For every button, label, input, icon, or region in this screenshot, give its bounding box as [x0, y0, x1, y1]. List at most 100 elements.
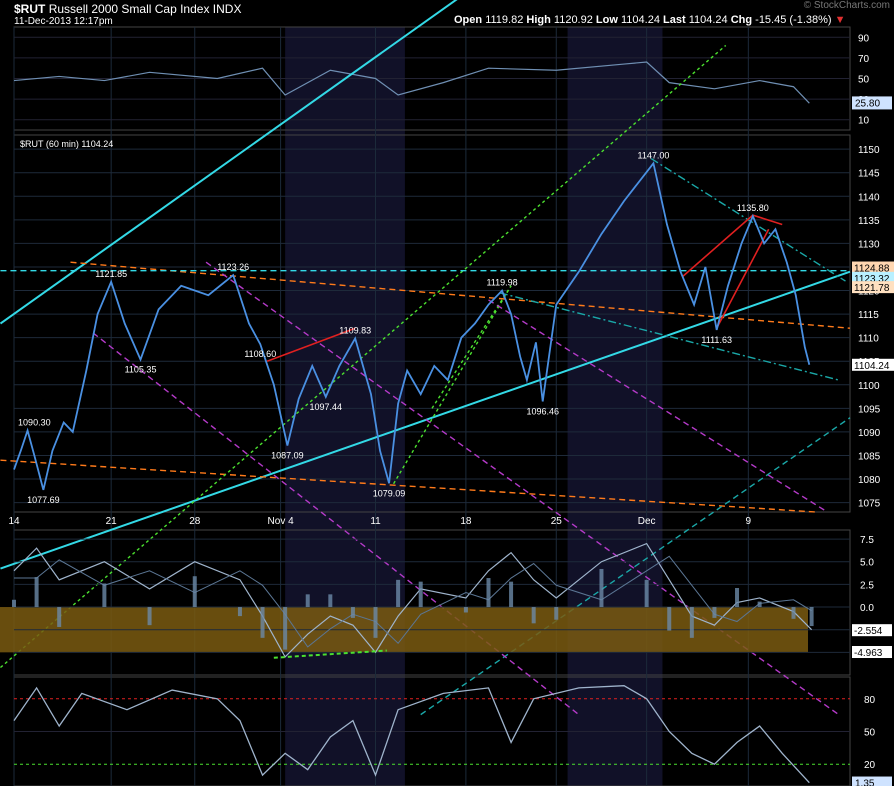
- price-y-tick-label: 1080: [858, 475, 881, 486]
- shaded-region-nov: [285, 27, 405, 786]
- price-label: 1096.46: [526, 406, 559, 416]
- open-label: Open: [454, 14, 483, 26]
- macd-histogram-bar: [791, 607, 796, 619]
- price-label: 1079.09: [373, 488, 406, 498]
- macd-histogram-bar: [12, 599, 16, 608]
- x-tick-label: 18: [460, 516, 472, 527]
- macd-histogram-bar: [667, 607, 672, 631]
- trend-line-green_dotted: [392, 285, 512, 485]
- macd-histogram-bar: [283, 607, 288, 650]
- macd-badge: [852, 646, 892, 659]
- stoch-line: [13, 685, 810, 784]
- price-axis-badge: [852, 271, 894, 284]
- trend-line-magenta: [488, 299, 828, 513]
- price-label: 1108.60: [244, 349, 276, 359]
- low-value: 1104.24: [620, 14, 660, 26]
- macd-badge-text: -4.963: [854, 648, 883, 659]
- price-label: 1105.35: [125, 365, 157, 375]
- price-y-tick-label: 1135: [858, 216, 880, 227]
- price-axis-badge-text: 1124.88: [854, 264, 890, 275]
- price-axis-badge-text: 1104.24: [854, 361, 890, 372]
- trend-line-orange: [0, 459, 817, 513]
- macd-histogram-bar: [712, 607, 717, 618]
- price-y-tick-label: 1075: [858, 499, 881, 510]
- symbol: $RUT: [14, 2, 46, 16]
- macd-histogram-bar: [735, 588, 740, 608]
- macd-histogram-bar: [328, 594, 333, 608]
- down-arrow-icon: ▼: [834, 14, 846, 26]
- price-y-tick-label: 1145: [858, 169, 880, 180]
- price-y-tick-label: 1090: [858, 428, 881, 439]
- trend-line-green_dotted: [431, 285, 512, 409]
- macd-histogram-bar: [34, 577, 39, 608]
- price-label: 1111.63: [701, 335, 732, 345]
- macd-histogram-bar: [486, 578, 491, 608]
- x-tick-label: Nov 4: [268, 516, 295, 527]
- top-y-tick-label: 50: [858, 75, 870, 86]
- macd-histogram-bar: [396, 579, 401, 608]
- macd-y-tick-label: 5.0: [860, 558, 874, 569]
- top-last-value: 25.80: [855, 98, 880, 109]
- price-axis-badge-text: 1123.32: [854, 274, 890, 285]
- trend-line-cyan: [0, 270, 851, 570]
- title-line: $RUT Russell 2000 Small Cap Index INDX: [14, 2, 241, 16]
- price-y-tick-label: 1100: [858, 381, 880, 392]
- macd-histogram-bar: [689, 607, 694, 638]
- macd-histogram-bar: [809, 607, 814, 627]
- macd-badge: [852, 624, 892, 637]
- macd-histogram-bar: [57, 607, 62, 627]
- trend-line-teal: [420, 417, 851, 716]
- high-label: High: [526, 14, 551, 26]
- macd-histogram-bar: [373, 607, 378, 638]
- price-label: 1147.00: [637, 150, 669, 160]
- x-tick-label: 9: [746, 516, 752, 527]
- stoch-y-tick-label: 80: [864, 695, 876, 706]
- macd-histogram-bar: [418, 581, 423, 608]
- macd-histogram-bar: [350, 607, 355, 618]
- top-y-tick-label: 90: [858, 33, 870, 44]
- red-pattern-line: [682, 214, 754, 277]
- price-y-tick-label: 1115: [858, 310, 879, 321]
- x-tick-label: 11: [370, 516, 381, 527]
- stoch-y-tick-label: 50: [864, 728, 876, 739]
- macd-histogram-bar: [102, 583, 107, 608]
- last-label: Last: [663, 14, 686, 26]
- macd-histogram-bar: [644, 579, 649, 608]
- macd-y-tick-label: 2.5: [860, 580, 874, 591]
- price-label: 1123.26: [217, 262, 249, 272]
- stoch-y-tick-label: 20: [864, 760, 876, 771]
- price-y-tick-label: 1095: [858, 404, 881, 415]
- macd-y-tick-label: 0.0: [860, 603, 874, 614]
- low-label: Low: [595, 14, 618, 26]
- macd-y-tick-label: 7.5: [860, 535, 874, 546]
- price-y-tick-label: 1130: [858, 239, 880, 250]
- trend-line-cyan: [0, 0, 458, 325]
- macd-histogram-bar: [757, 601, 762, 608]
- price-label: 1135.80: [737, 203, 769, 213]
- macd-histogram-bar: [509, 581, 514, 608]
- high-value: 1120.92: [553, 14, 593, 26]
- datetime: 11-Dec-2013 12:17pm: [14, 16, 113, 27]
- macd-histogram-bar: [554, 607, 559, 620]
- price-y-tick-label: 1150: [858, 145, 880, 156]
- macd-histogram-bar: [192, 576, 197, 608]
- stoch-last-value: 1.35: [855, 779, 875, 786]
- red-pattern-line: [266, 327, 356, 362]
- watermark: © StockCharts.com: [803, 0, 890, 11]
- panel-border-macd: [13, 529, 851, 676]
- x-tick-label: Dec: [638, 516, 656, 527]
- price-axis-badge: [852, 281, 894, 294]
- price-axis-badge-text: 1121.78: [854, 283, 890, 294]
- price-label: 1090.30: [18, 417, 51, 427]
- price-legend: $RUT (60 min) 1104.24: [20, 139, 113, 149]
- macd-histogram-bar: [599, 568, 604, 608]
- chg-value: -15.45 (-1.38%): [755, 14, 832, 26]
- last-value: 1104.24: [688, 14, 728, 26]
- trend-line-teal: [499, 292, 839, 381]
- macd-divergence-line: [273, 649, 387, 659]
- price-label: 1087.09: [271, 451, 304, 461]
- red-pattern-line: [715, 228, 770, 329]
- macd-signal-line: [14, 555, 812, 648]
- x-tick-label: 14: [8, 516, 20, 527]
